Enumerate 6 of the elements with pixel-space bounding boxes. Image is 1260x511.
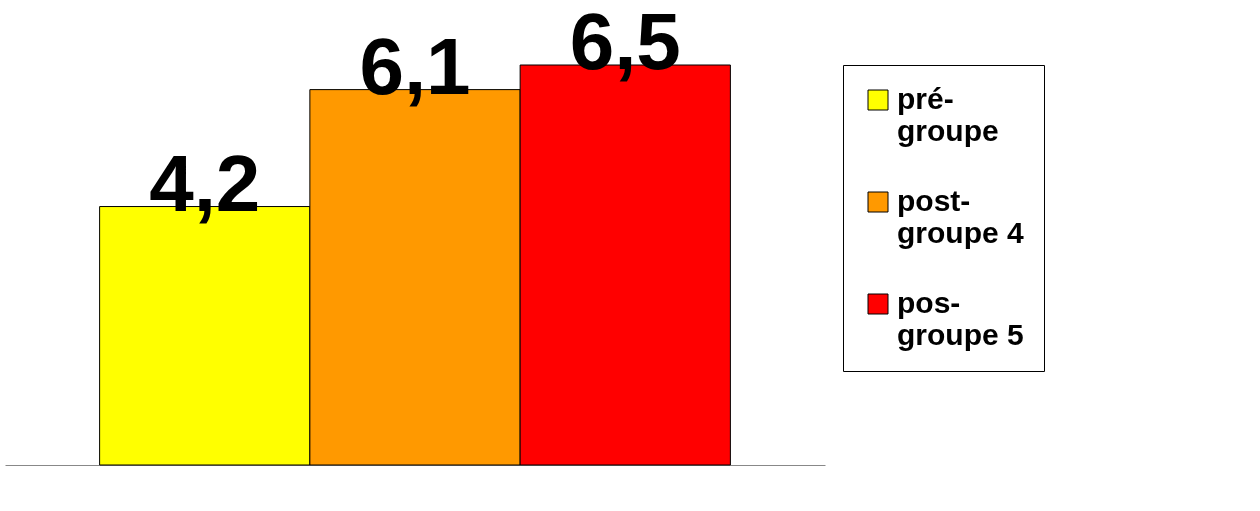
data-label: 6,1 — [359, 21, 471, 111]
data-label: 4,2 — [149, 138, 261, 228]
legend-label: pré-groupe — [897, 82, 999, 147]
data-label: 6,5 — [569, 0, 681, 86]
legend-label: post-groupe 4 — [897, 184, 1024, 249]
legend-label: pos-groupe 5 — [897, 286, 1024, 351]
